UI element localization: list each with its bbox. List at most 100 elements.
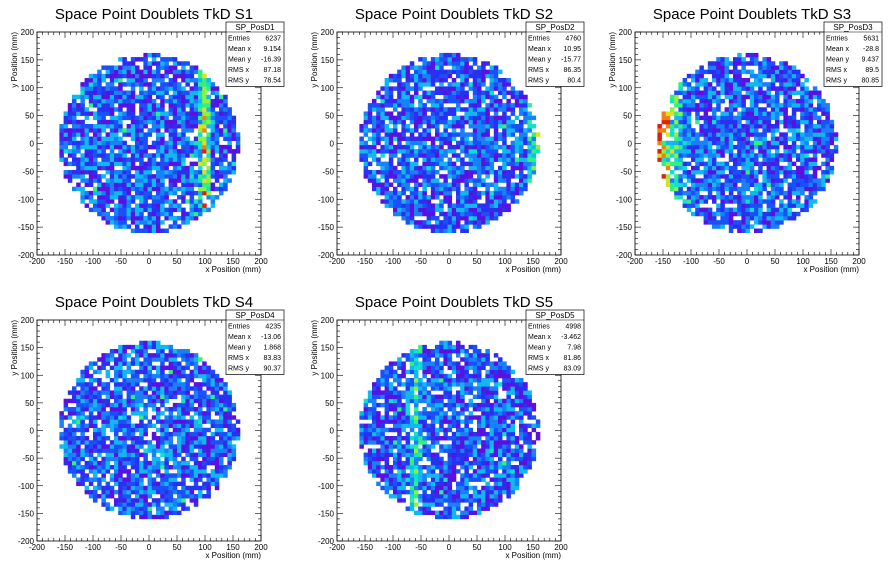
heatmap-cell (758, 94, 763, 100)
heatmap-cell (97, 390, 102, 395)
heatmap-cell (118, 224, 123, 229)
heatmap-cell (686, 90, 692, 96)
heatmap-cell (405, 128, 411, 133)
heatmap-cell (156, 469, 161, 474)
heatmap-cell (766, 123, 772, 129)
heatmap-cell (804, 157, 809, 162)
heatmap-cell (118, 498, 123, 503)
heatmap-cell (409, 203, 415, 208)
heatmap-cell (84, 460, 90, 466)
heatmap-cell (88, 469, 94, 474)
heatmap-cell (716, 90, 721, 96)
heatmap-cell (498, 82, 503, 87)
heatmap-cell (97, 136, 102, 142)
heatmap-cell (435, 228, 440, 233)
heatmap-cell (791, 65, 797, 70)
heatmap-cell (135, 144, 140, 150)
heatmap-cell (808, 90, 814, 96)
heatmap-cell (130, 136, 136, 142)
heatmap-cell (97, 394, 102, 400)
heatmap-cell (397, 182, 402, 187)
heatmap-cell (808, 98, 814, 104)
heatmap-cell (821, 149, 826, 154)
heatmap-cell (699, 132, 704, 137)
heatmap-cell (531, 169, 537, 175)
heatmap-cell (380, 182, 385, 187)
heatmap-cell (93, 398, 98, 404)
heatmap-cell (76, 394, 81, 400)
heatmap-cell (97, 77, 102, 83)
heatmap-cell (101, 119, 106, 125)
heatmap-cell (510, 186, 516, 192)
heatmap-cell (678, 103, 683, 108)
heatmap-cell (414, 140, 419, 146)
heatmap-cell (728, 174, 734, 179)
heatmap-cell (164, 119, 169, 125)
heatmap-cell (699, 186, 704, 192)
heatmap-cell (477, 69, 482, 75)
heatmap-cell (707, 123, 713, 129)
heatmap-cell (105, 423, 111, 429)
heatmap-cell (670, 186, 675, 192)
heatmap-cell (177, 207, 182, 213)
chart-panel-1: Space Point Doublets TkD S1-200 -150 -100-… (10, 6, 285, 274)
x-tick-label: -100 (385, 257, 402, 266)
heatmap-cell (720, 140, 725, 146)
heatmap-cell (219, 103, 224, 108)
heatmap-cell (514, 161, 520, 167)
heatmap-cell (198, 136, 203, 142)
heatmap-cell (84, 473, 90, 478)
heatmap-cell (409, 136, 415, 142)
heatmap-cell (139, 489, 144, 495)
heatmap-cell (426, 61, 432, 66)
heatmap-cell (114, 65, 119, 70)
heatmap-cell (754, 215, 759, 221)
heatmap-cell (447, 98, 453, 104)
heatmap-cell (177, 169, 182, 175)
heatmap-cell (109, 506, 115, 511)
heatmap-cell (791, 144, 797, 150)
heatmap-cell (210, 90, 216, 96)
heatmap-cell (519, 157, 524, 162)
heatmap-cell (712, 157, 717, 162)
heatmap-cell (109, 157, 115, 162)
heatmap-cell (118, 174, 123, 179)
heatmap-cell (435, 86, 440, 91)
heatmap-cell (181, 123, 186, 129)
heatmap-cell (724, 220, 730, 225)
heatmap-cell (376, 123, 381, 129)
heatmap-cell (523, 174, 528, 179)
heatmap-cell (105, 94, 111, 100)
heatmap-cell (139, 378, 144, 383)
heatmap-cell (758, 123, 763, 129)
heatmap-cell (160, 161, 165, 167)
heatmap-cell (130, 215, 136, 221)
heatmap-cell (527, 157, 532, 162)
heatmap-cell (409, 98, 415, 104)
heatmap-cell (724, 61, 730, 66)
heatmap-cell (88, 90, 94, 96)
heatmap-cell (481, 144, 486, 150)
heatmap-cell (460, 215, 465, 221)
heatmap-cell (670, 140, 675, 146)
heatmap-cell (791, 186, 797, 192)
heatmap-cell (172, 86, 178, 91)
heatmap-cell (80, 407, 85, 412)
heatmap-cell (130, 510, 136, 516)
heatmap-cell (135, 157, 140, 162)
heatmap-cell (506, 149, 511, 154)
heatmap-cell (758, 203, 763, 208)
heatmap-cell (206, 195, 211, 200)
heatmap-cell (97, 73, 102, 79)
heatmap-cell (193, 82, 199, 87)
heatmap-cell (84, 157, 90, 162)
heatmap-cell (678, 153, 683, 158)
heatmap-cell (135, 494, 140, 499)
heatmap-cell (741, 203, 746, 208)
stats-value: -16.39 (261, 57, 281, 64)
heatmap-cell (384, 90, 390, 96)
heatmap-cell (489, 119, 495, 125)
heatmap-cell (193, 199, 199, 204)
heatmap-cell (189, 111, 195, 116)
heatmap-cell (384, 111, 390, 116)
